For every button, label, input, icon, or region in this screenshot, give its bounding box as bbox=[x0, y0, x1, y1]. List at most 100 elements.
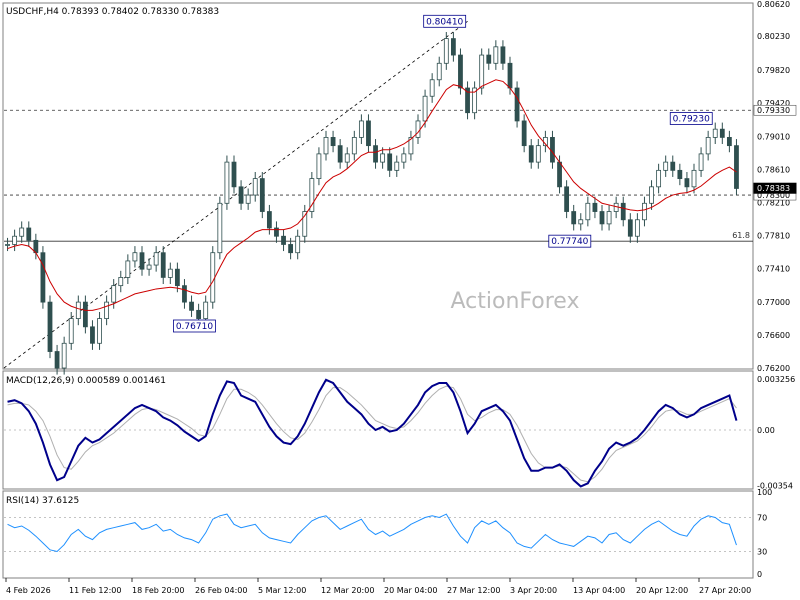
candle-body bbox=[472, 87, 478, 114]
candle-body bbox=[578, 219, 584, 225]
candle-body bbox=[316, 153, 322, 179]
candle-body bbox=[458, 54, 463, 89]
x-tick-label: 5 Mar 12:00 bbox=[258, 586, 306, 595]
x-tick-label: 11 Feb 12:00 bbox=[69, 586, 121, 595]
candle-body bbox=[146, 264, 152, 270]
price-tick-label: 0.80230 bbox=[757, 32, 790, 41]
candle-body bbox=[564, 186, 570, 212]
price-tick-label: 0.78610 bbox=[757, 166, 790, 175]
candle-body bbox=[330, 137, 336, 147]
price-annotation-label: 0.76710 bbox=[176, 322, 213, 332]
candle-body bbox=[486, 54, 492, 64]
rsi-tick-label: 0 bbox=[757, 570, 762, 579]
candle-body bbox=[507, 62, 513, 89]
x-tick-label: 27 Apr 20:00 bbox=[699, 586, 751, 595]
candle-body bbox=[408, 137, 414, 155]
candle-body bbox=[61, 342, 67, 369]
price-tick-label: 0.79420 bbox=[757, 99, 790, 108]
price-tick-label: 0.78210 bbox=[757, 198, 790, 207]
candle-body bbox=[627, 219, 633, 237]
candle-body bbox=[40, 252, 46, 303]
candle-body bbox=[571, 211, 577, 225]
macd-panel-frame bbox=[2, 370, 754, 490]
candle-body bbox=[252, 178, 258, 196]
candle-body bbox=[373, 145, 378, 163]
candle-body bbox=[224, 161, 230, 204]
candle-body bbox=[26, 227, 32, 241]
candle-body bbox=[592, 202, 598, 212]
price-tick-label: 0.80620 bbox=[757, 0, 790, 9]
candle-body bbox=[634, 219, 640, 237]
candle-body bbox=[557, 161, 562, 188]
price-annotation-label: 0.77740 bbox=[551, 237, 588, 247]
candle-body bbox=[422, 95, 428, 122]
fib-level-label: 61.8 bbox=[732, 231, 750, 240]
candle-body bbox=[238, 186, 244, 204]
candle-body bbox=[302, 211, 308, 237]
candle-body bbox=[705, 137, 711, 155]
candle-body bbox=[528, 145, 534, 163]
price-tick-label: 0.76200 bbox=[757, 364, 790, 373]
macd-signal-line bbox=[7, 385, 737, 483]
candle-body bbox=[231, 161, 237, 188]
price-annotation-box bbox=[173, 319, 216, 333]
candle-body bbox=[351, 137, 357, 155]
price-annotation-label: 0.79230 bbox=[673, 114, 710, 124]
x-tick-label: 20 Apr 12:00 bbox=[636, 586, 688, 595]
candle-body bbox=[196, 309, 202, 319]
candle-body bbox=[47, 301, 53, 352]
candle-body bbox=[160, 252, 166, 278]
candle-body bbox=[642, 202, 647, 221]
candle-body bbox=[670, 161, 676, 171]
trend-line bbox=[3, 20, 468, 369]
price-tick-label: 0.79010 bbox=[757, 133, 790, 142]
candle-body bbox=[649, 186, 654, 204]
candle-body bbox=[734, 145, 739, 189]
candle-body bbox=[97, 318, 102, 344]
candle-body bbox=[550, 137, 555, 163]
price-annotation-box bbox=[548, 234, 592, 248]
candle-body bbox=[323, 137, 329, 155]
candle-body bbox=[401, 153, 407, 163]
candle-body bbox=[139, 252, 145, 270]
candle-body bbox=[585, 202, 591, 221]
axis-labels: 0.80620 0.80230 0.79820 0.79420 0.79010 0.786… bbox=[5, 0, 797, 595]
rsi-tick-label: 100 bbox=[757, 488, 772, 497]
macd-tick-label: 0.003256 bbox=[757, 375, 795, 384]
candle-body bbox=[415, 120, 421, 138]
candle-body bbox=[663, 161, 669, 171]
candle-body bbox=[479, 54, 485, 89]
x-tick-label: 26 Feb 04:00 bbox=[195, 586, 247, 595]
candle-body bbox=[620, 202, 626, 221]
candle-body bbox=[698, 153, 704, 171]
candle-body bbox=[514, 87, 520, 122]
candle-body bbox=[691, 169, 697, 188]
rsi-tick-label: 70 bbox=[757, 514, 767, 523]
candle-body bbox=[535, 145, 541, 163]
price-annotation-box bbox=[669, 112, 713, 125]
x-tick-label: 27 Mar 12:00 bbox=[447, 586, 500, 595]
price-annotation-box bbox=[423, 14, 467, 28]
candle-body bbox=[443, 38, 449, 64]
macd-line bbox=[7, 378, 738, 488]
candle-body bbox=[182, 285, 187, 303]
candle-body bbox=[132, 252, 138, 262]
candle-body bbox=[337, 145, 343, 163]
candle-body bbox=[656, 169, 662, 188]
candle-body bbox=[436, 62, 442, 81]
candle-body bbox=[677, 169, 683, 179]
rsi-panel-title: RSI(14) 37.6125 bbox=[6, 496, 79, 506]
price-plot: 61.8 0.80410 0.79230 0.77740 0.76710 bbox=[3, 14, 753, 375]
candle-body bbox=[5, 244, 10, 246]
candle-body bbox=[203, 301, 209, 319]
candle-body bbox=[606, 211, 612, 225]
candle-body bbox=[118, 277, 124, 287]
price-tick-label: 0.77000 bbox=[757, 298, 790, 307]
candle-body bbox=[599, 211, 605, 225]
current-price-tag bbox=[753, 182, 797, 194]
x-tick-label: 3 Apr 20:00 bbox=[510, 586, 557, 595]
candle-body bbox=[344, 153, 350, 163]
x-tick-label: 18 Feb 20:00 bbox=[132, 586, 184, 595]
candle-body bbox=[726, 137, 732, 147]
